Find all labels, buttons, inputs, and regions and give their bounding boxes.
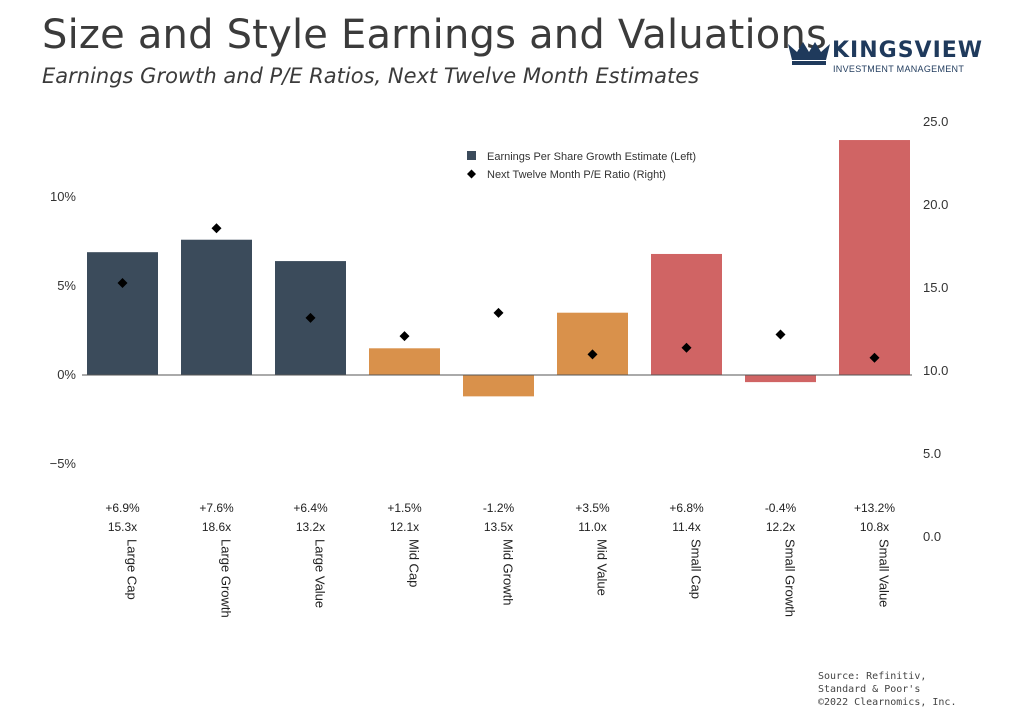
pe-marker-small-cap xyxy=(681,342,692,353)
left-axis-tick-label: 10% xyxy=(50,189,76,204)
right-axis-tick-label: 0.0 xyxy=(923,529,941,544)
category-label: Small Cap xyxy=(689,539,704,599)
marker-series xyxy=(117,223,880,363)
growth-data-label: +1.5% xyxy=(387,501,422,515)
growth-data-label: +6.9% xyxy=(105,501,140,515)
category-label: Large Cap xyxy=(125,539,140,600)
right-axis-tick-label: 15.0 xyxy=(923,280,948,295)
category-label: Small Value xyxy=(877,539,892,607)
crown-icon xyxy=(788,42,830,65)
right-axis-tick-label: 10.0 xyxy=(923,363,948,378)
category-label: Mid Growth xyxy=(501,539,516,605)
growth-data-label: -1.2% xyxy=(483,501,515,515)
left-axis-tick-label: −5% xyxy=(50,456,77,471)
source-note: Source: Refinitiv, Standard & Poor's ©20… xyxy=(818,670,1018,709)
source-line: ©2022 Clearnomics, Inc. xyxy=(818,697,957,708)
pe-data-label: 10.8x xyxy=(860,520,889,534)
pe-data-label: 12.2x xyxy=(766,520,795,534)
bar-small-cap xyxy=(651,253,722,375)
bar-mid-value xyxy=(557,312,628,375)
left-axis-tick-label: 0% xyxy=(57,367,76,382)
right-axis-tick-label: 25.0 xyxy=(923,114,948,129)
growth-data-label: +13.2% xyxy=(854,501,895,515)
pe-data-label: 18.6x xyxy=(202,520,231,534)
pe-marker-large-value xyxy=(305,312,316,323)
legend-label: Next Twelve Month P/E Ratio (Right) xyxy=(487,169,666,181)
pe-marker-small-value xyxy=(869,352,880,363)
bar-large-growth xyxy=(181,239,252,375)
bar-small-value xyxy=(839,140,910,375)
bar-mid-growth xyxy=(463,375,534,397)
growth-data-label: +6.4% xyxy=(293,501,328,515)
right-axis: 0.0 5.0 10.0 15.0 20.0 25.0 xyxy=(923,114,948,544)
pe-marker-mid-value xyxy=(587,349,598,360)
growth-data-label: -0.4% xyxy=(765,501,797,515)
pe-marker-mid-cap xyxy=(399,331,410,342)
bar-small-growth xyxy=(745,375,816,383)
chart-title: Size and Style Earnings and Valuations xyxy=(42,12,828,58)
growth-data-label: +6.8% xyxy=(669,501,704,515)
category-label: Mid Value xyxy=(595,539,610,596)
legend-label: Earnings Per Share Growth Estimate (Left… xyxy=(487,151,696,163)
pe-marker-small-growth xyxy=(775,329,786,340)
chart-subtitle: Earnings Growth and P/E Ratios, Next Twe… xyxy=(42,64,700,88)
category-label: Mid Cap xyxy=(407,539,422,587)
category-label: Small Growth xyxy=(783,539,798,617)
bar-mid-cap xyxy=(369,348,440,375)
growth-data-label: +7.6% xyxy=(199,501,234,515)
pe-marker-large-growth xyxy=(211,223,222,234)
source-line: Source: Refinitiv, xyxy=(818,671,927,682)
pe-data-label: 13.5x xyxy=(484,520,513,534)
legend-swatch-diamond xyxy=(467,169,476,179)
growth-data-label: +3.5% xyxy=(575,501,610,515)
pe-data-label: 11.4x xyxy=(672,520,700,534)
pe-data-label: 11.0x xyxy=(578,520,606,534)
bar-series xyxy=(87,140,910,397)
pe-data-label: 15.3x xyxy=(108,520,137,534)
category-label: Large Value xyxy=(313,539,328,608)
pe-data-label: 13.2x xyxy=(296,520,325,534)
right-axis-tick-label: 5.0 xyxy=(923,446,941,461)
category-label: Large Growth xyxy=(219,539,234,618)
data-labels: +6.9% 15.3x Large Cap +7.6% 18.6x Large Growt… xyxy=(105,501,895,618)
legend-swatch-bar xyxy=(467,151,476,160)
logo-tagline: INVESTMENT MANAGEMENT xyxy=(833,64,965,74)
kingsview-logo: KINGSVIEW INVESTMENT MANAGEMENT xyxy=(788,38,982,78)
source-line: Standard & Poor's xyxy=(818,684,921,695)
left-axis-tick-label: 5% xyxy=(57,278,76,293)
bar-large-cap xyxy=(87,252,158,375)
logo-name: KINGSVIEW xyxy=(832,38,984,63)
legend: Earnings Per Share Growth Estimate (Left… xyxy=(467,151,696,181)
pe-marker-large-cap xyxy=(117,278,128,289)
pe-marker-mid-growth xyxy=(493,307,504,318)
left-axis: −5% 0% 5% 10% xyxy=(50,189,77,471)
pe-data-label: 12.1x xyxy=(390,520,419,534)
right-axis-tick-label: 20.0 xyxy=(923,197,948,212)
